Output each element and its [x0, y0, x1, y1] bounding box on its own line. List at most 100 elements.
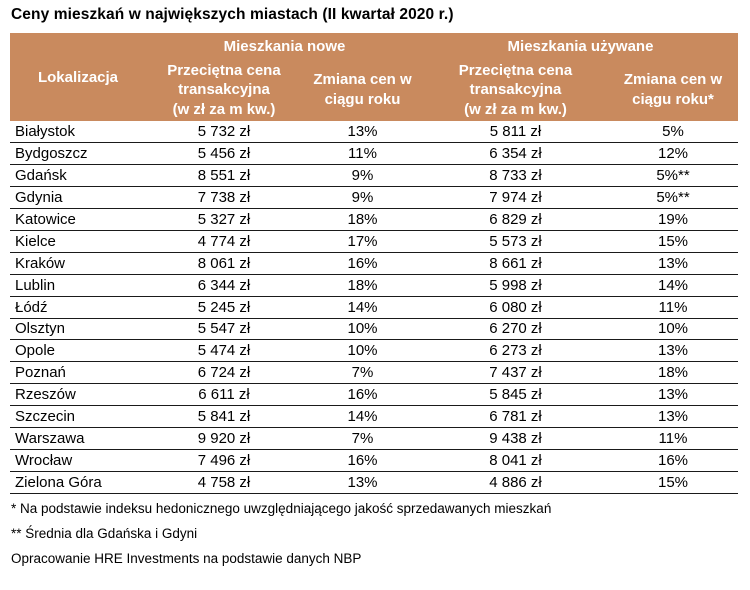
change-new-cell: 10% — [302, 339, 423, 363]
header-sub-row: Przeciętna cena transakcyjna (w zł za m … — [10, 58, 738, 121]
price-used-cell: 6 829 zł — [423, 208, 608, 231]
city-cell: Białystok — [10, 121, 146, 144]
table-row: Białystok 5 732 zł 13% 5 811 zł 5% — [10, 121, 738, 144]
change-used-cell: 5%** — [608, 186, 738, 210]
change-used-cell: 5% — [608, 121, 738, 144]
price-new-cell: 5 327 zł — [146, 208, 302, 231]
header-location: Lokalizacja — [10, 33, 146, 121]
change-used-cell: 12% — [608, 142, 738, 166]
footnotes: * Na podstawie indeksu hedonicznego uwzg… — [11, 501, 750, 568]
table-row: Łódź 5 245 zł 14% 6 080 zł 11% — [10, 296, 738, 319]
change-used-cell: 11% — [608, 296, 738, 319]
table-row: Gdańsk 8 551 zł 9% 8 733 zł 5%** — [10, 164, 738, 188]
change-new-cell: 13% — [302, 121, 423, 144]
price-new-cell: 4 758 zł — [146, 471, 302, 494]
table-row: Kraków 8 061 zł 16% 8 661 zł 13% — [10, 252, 738, 275]
change-new-cell: 7% — [302, 427, 423, 450]
price-new-cell: 5 841 zł — [146, 405, 302, 428]
apartment-prices-table: Lokalizacja Mieszkania nowe Mieszkania u… — [10, 33, 738, 494]
change-used-cell: 15% — [608, 471, 738, 494]
table-row: Poznań 6 724 zł 7% 7 437 zł 18% — [10, 361, 738, 385]
price-new-cell: 5 547 zł — [146, 318, 302, 341]
change-used-cell: 13% — [608, 405, 738, 428]
change-new-cell: 14% — [302, 296, 423, 319]
change-new-cell: 7% — [302, 361, 423, 385]
price-new-cell: 5 456 zł — [146, 142, 302, 166]
price-new-cell: 5 245 zł — [146, 296, 302, 319]
price-used-cell: 8 733 zł — [423, 164, 608, 188]
change-used-cell: 10% — [608, 318, 738, 341]
table-row: Szczecin 5 841 zł 14% 6 781 zł 13% — [10, 405, 738, 428]
change-new-cell: 9% — [302, 186, 423, 210]
price-used-cell: 6 273 zł — [423, 339, 608, 363]
table-row: Gdynia 7 738 zł 9% 7 974 zł 5%** — [10, 186, 738, 210]
table-row: Warszawa 9 920 zł 7% 9 438 zł 11% — [10, 427, 738, 450]
change-used-cell: 13% — [608, 339, 738, 363]
change-used-cell: 13% — [608, 383, 738, 407]
city-cell: Kraków — [10, 252, 146, 275]
table-row: Bydgoszcz 5 456 zł 11% 6 354 zł 12% — [10, 142, 738, 166]
change-new-cell: 10% — [302, 318, 423, 341]
price-new-cell: 7 738 zł — [146, 186, 302, 210]
city-cell: Poznań — [10, 361, 146, 385]
table-row: Zielona Góra 4 758 zł 13% 4 886 zł 15% — [10, 471, 738, 494]
price-used-cell: 9 438 zł — [423, 427, 608, 450]
change-new-cell: 16% — [302, 252, 423, 275]
price-used-cell: 8 661 zł — [423, 252, 608, 275]
change-used-cell: 11% — [608, 427, 738, 450]
table-row: Opole 5 474 zł 10% 6 273 zł 13% — [10, 339, 738, 363]
table-row: Wrocław 7 496 zł 16% 8 041 zł 16% — [10, 449, 738, 472]
table-row: Lublin 6 344 zł 18% 5 998 zł 14% — [10, 274, 738, 297]
change-used-cell: 15% — [608, 230, 738, 253]
city-cell: Opole — [10, 339, 146, 363]
table-row: Olsztyn 5 547 zł 10% 6 270 zł 10% — [10, 318, 738, 341]
table-header: Lokalizacja Mieszkania nowe Mieszkania u… — [10, 33, 738, 121]
change-used-cell: 14% — [608, 274, 738, 297]
price-new-cell: 5 474 zł — [146, 339, 302, 363]
change-new-cell: 16% — [302, 383, 423, 407]
table-row: Katowice 5 327 zł 18% 6 829 zł 19% — [10, 208, 738, 231]
city-cell: Szczecin — [10, 405, 146, 428]
table-body: Białystok 5 732 zł 13% 5 811 zł 5% Bydgo… — [10, 121, 738, 494]
table-row: Kielce 4 774 zł 17% 5 573 zł 15% — [10, 230, 738, 253]
city-cell: Gdańsk — [10, 164, 146, 188]
change-new-cell: 9% — [302, 164, 423, 188]
price-new-cell: 6 611 zł — [146, 383, 302, 407]
city-cell: Olsztyn — [10, 318, 146, 341]
city-cell: Łódź — [10, 296, 146, 319]
change-new-cell: 13% — [302, 471, 423, 494]
footnote-hedonic-index: * Na podstawie indeksu hedonicznego uwzg… — [11, 500, 552, 516]
page-title: Ceny mieszkań w największych miastach (I… — [11, 6, 454, 23]
price-new-cell: 6 724 zł — [146, 361, 302, 385]
price-used-cell: 8 041 zł — [423, 449, 608, 472]
price-used-cell: 5 811 zł — [423, 121, 608, 144]
change-used-cell: 13% — [608, 252, 738, 275]
header-change-used: Zmiana cen w ciągu roku* — [608, 58, 738, 121]
change-used-cell: 19% — [608, 208, 738, 231]
change-new-cell: 14% — [302, 405, 423, 428]
change-used-cell: 16% — [608, 449, 738, 472]
change-new-cell: 18% — [302, 208, 423, 231]
city-cell: Rzeszów — [10, 383, 146, 407]
header-price-used: Przeciętna cena transakcyjna (w zł za m … — [423, 58, 608, 121]
price-new-cell: 8 061 zł — [146, 252, 302, 275]
price-new-cell: 4 774 zł — [146, 230, 302, 253]
price-used-cell: 7 437 zł — [423, 361, 608, 385]
header-price-new: Przeciętna cena transakcyjna (w zł za m … — [146, 58, 302, 121]
change-new-cell: 18% — [302, 274, 423, 297]
price-used-cell: 6 354 zł — [423, 142, 608, 166]
header-change-new: Zmiana cen w ciągu roku — [302, 58, 423, 121]
price-used-cell: 5 573 zł — [423, 230, 608, 253]
table-row: Rzeszów 6 611 zł 16% 5 845 zł 13% — [10, 383, 738, 407]
header-group-row: Lokalizacja Mieszkania nowe Mieszkania u… — [10, 33, 738, 121]
city-cell: Katowice — [10, 208, 146, 231]
footnote-source: Opracowanie HRE Investments na podstawie… — [11, 551, 362, 567]
price-new-cell: 9 920 zł — [146, 427, 302, 450]
price-used-cell: 5 998 zł — [423, 274, 608, 297]
city-cell: Bydgoszcz — [10, 142, 146, 166]
price-used-cell: 6 270 zł — [423, 318, 608, 341]
price-used-cell: 5 845 zł — [423, 383, 608, 407]
city-cell: Warszawa — [10, 427, 146, 450]
city-cell: Kielce — [10, 230, 146, 253]
